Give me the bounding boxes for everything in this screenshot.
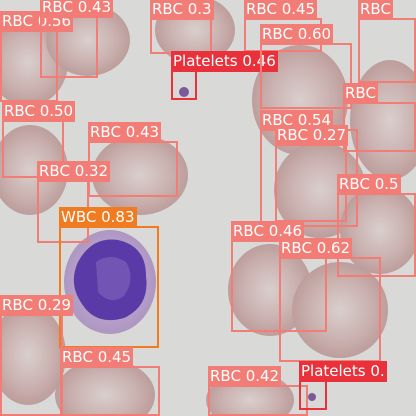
detection-label: RBC 0.32	[37, 161, 111, 182]
detection-label: Platelets 0.	[299, 361, 387, 382]
detection-label: RBC 0.45	[244, 0, 318, 20]
detection-label: RBC 0.50	[2, 101, 76, 122]
detection-label: RBC 0.43	[40, 0, 114, 18]
detection-label: RBC 0.46	[231, 221, 305, 242]
detection-label: RBC 0.29	[0, 295, 74, 316]
detection-box-rbc-050: RBC 0.50	[2, 101, 76, 178]
detection-label: RBC 0.62	[279, 238, 353, 259]
detection-box-rbc-042: RBC 0.42	[208, 366, 308, 416]
detection-label: RBC 0.43	[88, 122, 162, 143]
platelets	[179, 87, 316, 401]
detection-label: RBC 0.42	[208, 366, 282, 387]
detection-label: RBC 0.60	[260, 24, 334, 45]
detection-box-wbc-083: WBC 0.83	[59, 207, 159, 348]
detection-box-rbc-03-top: RBC 0.3	[150, 0, 214, 54]
detection-box-rbc-060: RBC 0.60	[260, 24, 352, 109]
detection-box-rbc-029: RBC 0.29	[0, 295, 74, 416]
detection-box-rbc-right-mid: RBC	[343, 83, 416, 152]
detection-box-rbc-043-top: RBC 0.43	[40, 0, 114, 78]
detection-box-rbc-046: RBC 0.46	[231, 221, 327, 332]
detection-label: Platelets 0.46	[171, 51, 278, 72]
detection-label: RBC 0.5	[337, 174, 401, 195]
detection-label: RBC 0.45	[60, 347, 134, 368]
white-blood-cell	[64, 230, 156, 334]
detection-label: WBC 0.83	[59, 207, 137, 228]
detection-box-rbc-062: RBC 0.62	[279, 238, 381, 362]
detection-box-rbc-027: RBC 0.27	[275, 125, 349, 222]
detection-label: RBC 0.27	[275, 125, 349, 146]
detection-box-rbc-043-mid: RBC 0.43	[88, 122, 178, 197]
detection-box-platelets-046: Platelets 0.46	[171, 51, 278, 100]
detection-box-rbc-045-top: RBC 0.45	[244, 0, 322, 52]
detection-label: RBC	[343, 83, 378, 104]
detection-box-rbc-right-top: RBC	[358, 0, 416, 83]
detection-label: RBC 0.3	[150, 0, 214, 20]
detection-box-rbc-045-bottom: RBC 0.45	[60, 347, 160, 416]
detection-box-rbc-05-right: RBC 0.5	[337, 174, 416, 277]
detection-label: RBC	[358, 0, 393, 20]
detection-box-platelets-bottom: Platelets 0.	[299, 361, 387, 410]
